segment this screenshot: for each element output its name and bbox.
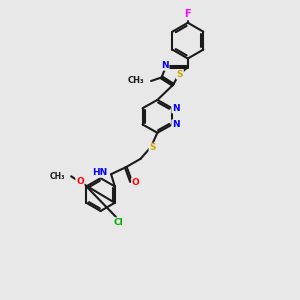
Text: S: S xyxy=(177,70,183,79)
Text: N: N xyxy=(172,103,180,112)
Text: O: O xyxy=(76,177,84,186)
Text: HN: HN xyxy=(92,168,107,177)
Text: CH₃: CH₃ xyxy=(128,76,144,85)
Text: F: F xyxy=(184,9,191,19)
Text: CH₃: CH₃ xyxy=(50,172,65,181)
Text: N: N xyxy=(161,61,169,70)
Text: Cl: Cl xyxy=(114,218,124,227)
Text: S: S xyxy=(149,143,156,152)
Text: O: O xyxy=(132,178,140,187)
Text: N: N xyxy=(172,120,180,129)
